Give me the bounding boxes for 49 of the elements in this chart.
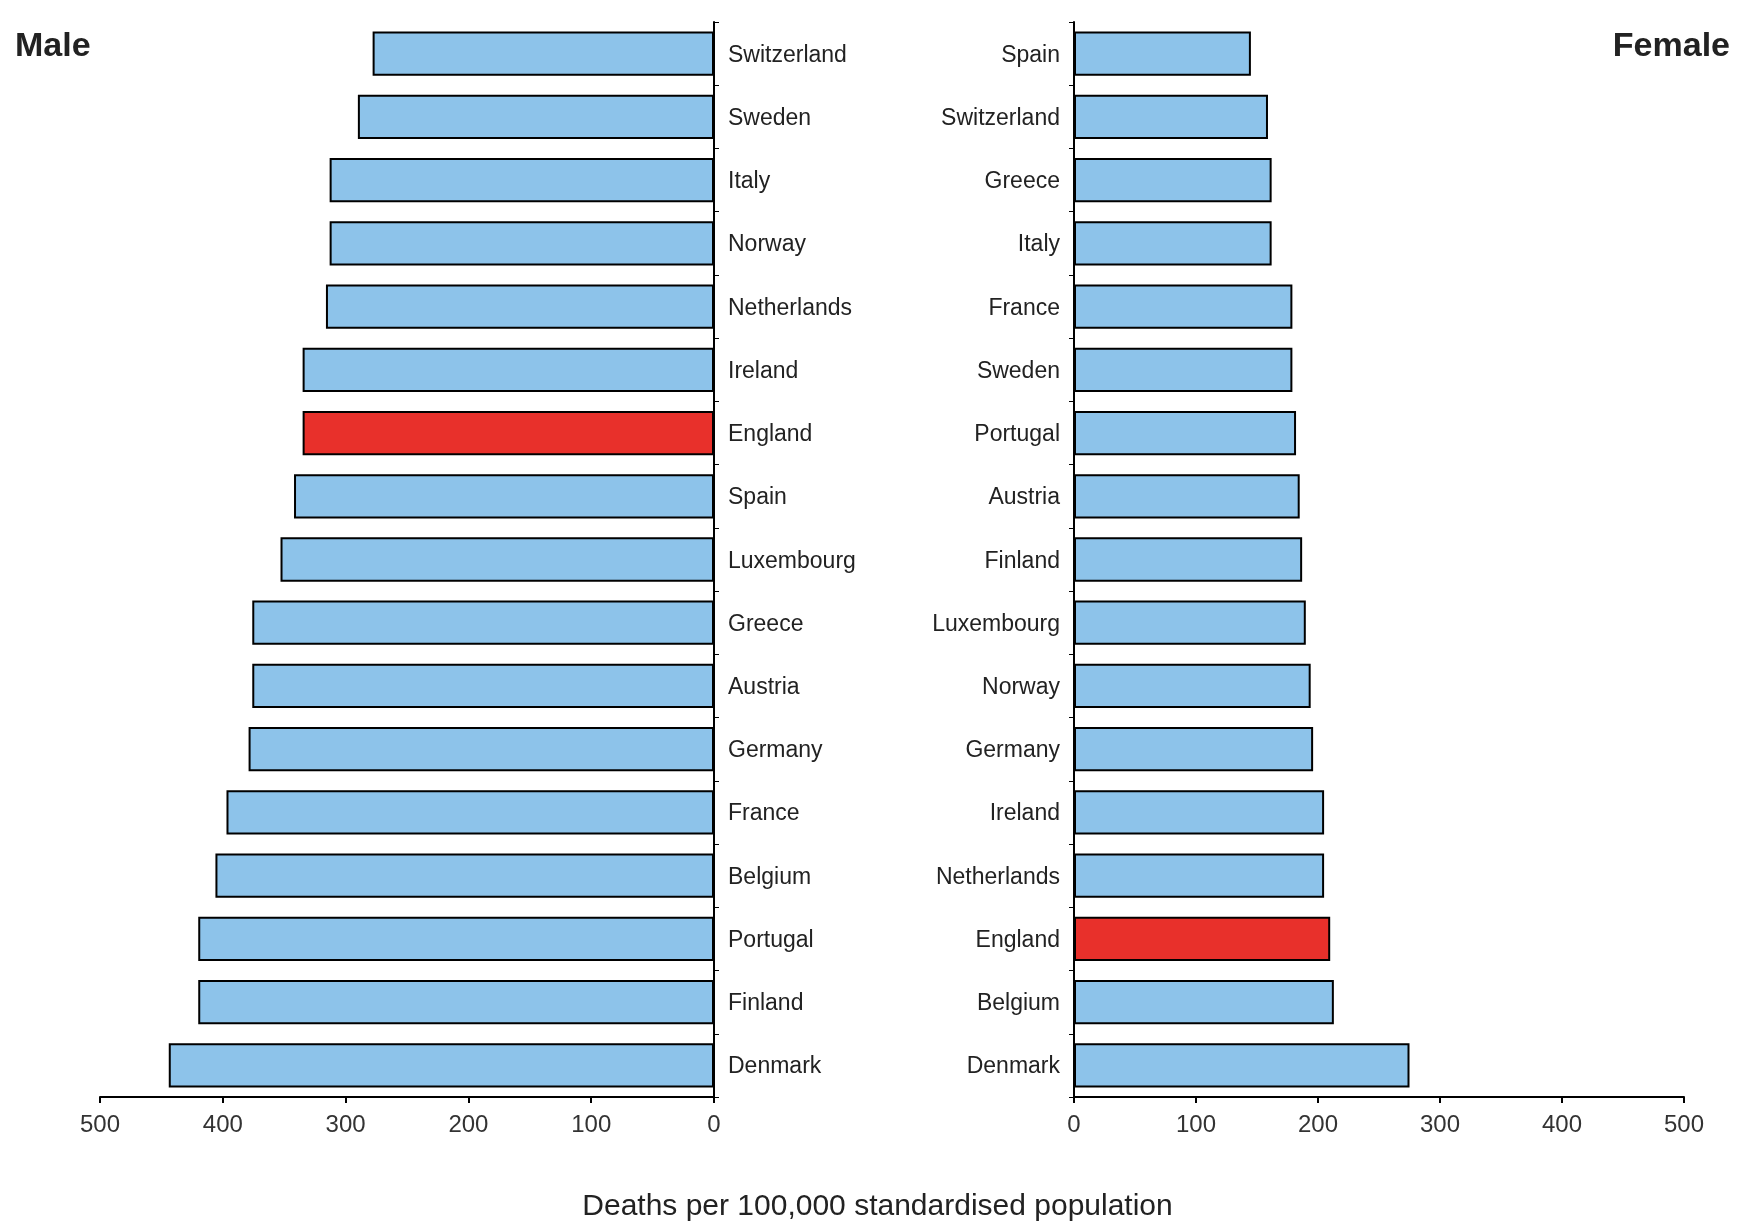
y-tick-label: Germany <box>965 736 1061 763</box>
y-tick-label: France <box>988 293 1060 320</box>
y-tick-label: Italy <box>728 167 771 194</box>
y-tick-label: Austria <box>728 672 800 699</box>
y-tick-label: Netherlands <box>935 862 1060 889</box>
x-tick-label: 400 <box>202 1109 243 1137</box>
y-tick-label: Spain <box>1001 40 1060 67</box>
x-tick-label: 200 <box>1297 1109 1339 1137</box>
x-tick-label: 300 <box>325 1109 366 1137</box>
y-tick-label: Belgium <box>728 862 812 889</box>
x-tick-label: 0 <box>1067 1109 1081 1137</box>
y-tick-label: Norway <box>728 230 807 257</box>
y-tick-label: Greece <box>984 167 1060 194</box>
y-tick-label: Finland <box>984 546 1060 573</box>
x-tick-label: 500 <box>79 1109 121 1137</box>
x-tick-label: 500 <box>1663 1109 1705 1137</box>
y-tick-label: Denmark <box>966 1052 1061 1079</box>
y-tick-label: Portugal <box>974 420 1060 447</box>
x-tick-label: 100 <box>571 1109 612 1137</box>
chart-title: Male <box>15 25 91 63</box>
x-tick-label: 100 <box>1175 1109 1217 1137</box>
y-tick-label: Belgium <box>976 989 1060 1016</box>
y-tick-label: Sweden <box>728 103 812 130</box>
y-tick-label: England <box>728 420 813 447</box>
y-tick-label: Switzerland <box>728 40 847 67</box>
y-tick-label: Ireland <box>728 356 799 383</box>
y-tick-label: Luxembourg <box>932 609 1060 636</box>
y-tick-label: Denmark <box>728 1052 822 1079</box>
y-tick-label: France <box>728 799 800 826</box>
y-tick-label: Austria <box>988 483 1061 510</box>
y-tick-label: Italy <box>1017 230 1061 257</box>
y-tick-label: England <box>975 925 1060 952</box>
y-tick-label: Portugal <box>728 925 814 952</box>
y-tick-label: Greece <box>728 609 804 636</box>
chart-title: Female <box>1612 25 1731 63</box>
x-axis-title: Deaths per 100,000 standardised population <box>581 1188 1174 1222</box>
y-tick-label: Sweden <box>976 356 1060 383</box>
y-tick-label: Norway <box>982 672 1061 699</box>
x-tick-label: 200 <box>448 1109 489 1137</box>
x-tick-label: 400 <box>1541 1109 1583 1137</box>
x-tick-label: 0 <box>707 1109 721 1137</box>
y-tick-label: Switzerland <box>941 103 1060 130</box>
y-tick-label: Ireland <box>989 799 1060 826</box>
y-tick-label: Spain <box>728 483 787 510</box>
y-tick-label: Germany <box>728 736 824 763</box>
y-tick-label: Finland <box>728 989 804 1016</box>
y-tick-label: Luxembourg <box>728 546 856 573</box>
y-tick-label: Netherlands <box>728 293 853 320</box>
x-tick-label: 300 <box>1419 1109 1461 1137</box>
